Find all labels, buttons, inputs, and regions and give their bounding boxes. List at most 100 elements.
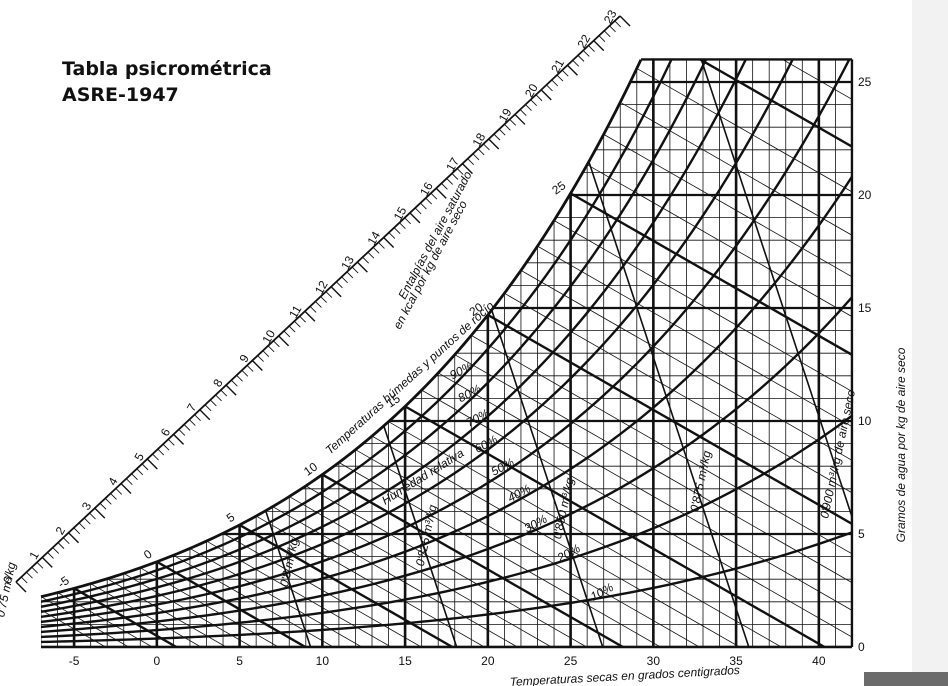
enthalpy-minor-tick bbox=[519, 109, 527, 116]
enthalpy-minor-tick bbox=[588, 45, 595, 52]
enthalpy-tick-label: 12 bbox=[312, 278, 331, 297]
rh-curve-label: 40% bbox=[505, 481, 533, 505]
enthalpy-tick-label: 20 bbox=[522, 81, 541, 100]
enthalpy-minor-tick bbox=[47, 552, 54, 559]
rh-curve bbox=[41, 59, 754, 614]
y-tick-label: 25 bbox=[858, 75, 872, 89]
enthalpy-tick bbox=[173, 433, 185, 445]
saturation-temp-label: 5 bbox=[224, 510, 238, 525]
enthalpy-tick bbox=[566, 64, 578, 76]
saturation-title: Temperaturas húmedas y puntos de rocío bbox=[323, 298, 497, 457]
enthalpy-minor-tick bbox=[582, 50, 590, 57]
y-axis-title: Gramos de agua por kg de aire seco bbox=[894, 347, 908, 542]
saturation-temp-label: 25 bbox=[549, 178, 568, 197]
saturation-line bbox=[40, 59, 643, 599]
enthalpy-tick-label: 15 bbox=[391, 204, 410, 223]
rh-curve bbox=[41, 296, 852, 634]
enthalpy-minor-tick bbox=[362, 256, 369, 264]
enthalpy-tick-label: 19 bbox=[496, 106, 515, 125]
wetbulb-line bbox=[321, 473, 624, 647]
enthalpy-tick bbox=[225, 384, 237, 396]
enthalpy-minor-tick bbox=[257, 355, 264, 362]
enthalpy-minor-tick bbox=[267, 345, 275, 353]
enthalpy-tick-label: 23 bbox=[601, 7, 620, 26]
rh-curve-label: 50% bbox=[489, 455, 517, 479]
wetbulb-line bbox=[603, 133, 852, 647]
enthalpy-minor-tick bbox=[598, 35, 606, 43]
enthalpy-minor-tick bbox=[446, 178, 453, 185]
enthalpy-minor-tick bbox=[78, 522, 86, 530]
enthalpy-tick bbox=[619, 15, 631, 27]
wetbulb-line bbox=[371, 435, 740, 647]
enthalpy-tick bbox=[94, 507, 106, 519]
wetbulb-line bbox=[404, 405, 826, 647]
enthalpy-axis bbox=[15, 15, 621, 583]
enthalpy-minor-tick bbox=[320, 296, 327, 303]
y-tick-label: 10 bbox=[858, 414, 872, 428]
enthalpy-minor-tick bbox=[299, 315, 306, 323]
wetbulb-line bbox=[388, 421, 782, 647]
enthalpy-tick bbox=[146, 458, 158, 470]
wetbulb-line bbox=[520, 270, 852, 647]
enthalpy-minor-tick bbox=[556, 74, 564, 82]
y-tick-label: 20 bbox=[858, 188, 872, 202]
enthalpy-minor-tick bbox=[378, 242, 385, 249]
wetbulb-line bbox=[338, 462, 661, 647]
enthalpy-minor-tick bbox=[194, 414, 201, 421]
enthalpy-minor-tick bbox=[167, 438, 175, 446]
enthalpy-minor-tick bbox=[31, 566, 39, 574]
enthalpy-tick-label: 22 bbox=[575, 32, 594, 51]
enthalpy-minor-tick bbox=[603, 30, 611, 38]
wetbulb-line bbox=[421, 389, 852, 647]
volume-label: 0'75 m³/kg bbox=[0, 561, 19, 619]
rh-curve bbox=[41, 59, 804, 619]
enthalpy-minor-tick bbox=[551, 79, 559, 87]
x-tick-label: 40 bbox=[812, 654, 826, 668]
enthalpy-tick bbox=[278, 335, 290, 347]
enthalpy-minor-tick bbox=[404, 217, 411, 225]
enthalpy-tick bbox=[251, 360, 263, 372]
enthalpy-minor-tick bbox=[525, 104, 532, 111]
x-axis-title: Temperaturas secas en grados centigrados bbox=[509, 663, 740, 686]
enthalpy-minor-tick bbox=[367, 251, 375, 259]
volume-label: 0'825 m³/kg bbox=[413, 503, 440, 567]
enthalpy-minor-tick bbox=[504, 123, 511, 131]
enthalpy-minor-tick bbox=[73, 527, 81, 535]
x-tick-label: 5 bbox=[236, 654, 243, 668]
x-tick-label: 25 bbox=[564, 654, 578, 668]
enthalpy-tick bbox=[330, 286, 342, 298]
enthalpy-minor-tick bbox=[467, 158, 475, 166]
enthalpy-tick-label: 10 bbox=[259, 327, 278, 346]
enthalpy-minor-tick bbox=[441, 183, 448, 190]
enthalpy-minor-tick bbox=[414, 207, 422, 215]
enthalpy-minor-tick bbox=[577, 55, 585, 62]
enthalpy-minor-tick bbox=[241, 370, 249, 377]
wetbulb-line bbox=[620, 101, 852, 647]
enthalpy-tick-label: 17 bbox=[443, 155, 462, 174]
enthalpy-minor-tick bbox=[273, 340, 280, 348]
x-tick-label: -5 bbox=[69, 654, 80, 668]
enthalpy-tick bbox=[461, 163, 473, 175]
x-tick-label: 20 bbox=[481, 654, 495, 668]
enthalpy-minor-tick bbox=[309, 306, 317, 313]
enthalpy-tick bbox=[540, 89, 552, 101]
volume-line bbox=[0, 59, 18, 647]
enthalpy-minor-tick bbox=[220, 389, 228, 397]
rh-curve-label: 30% bbox=[522, 512, 550, 536]
saturation-temp-label: 0 bbox=[141, 547, 155, 562]
wetbulb-line bbox=[652, 59, 852, 647]
enthalpy-minor-tick bbox=[189, 419, 196, 426]
rh-curve bbox=[41, 59, 852, 624]
enthalpy-minor-tick bbox=[36, 561, 44, 569]
enthalpy-minor-tick bbox=[125, 478, 133, 485]
enthalpy-tick bbox=[15, 581, 27, 593]
enthalpy-tick bbox=[41, 556, 53, 568]
enthalpy-minor-tick bbox=[561, 69, 569, 77]
enthalpy-minor-tick bbox=[493, 133, 501, 141]
wetbulb-line bbox=[454, 354, 852, 647]
enthalpy-tick bbox=[409, 212, 421, 224]
x-tick-label: 30 bbox=[647, 654, 661, 668]
x-tick-label: 35 bbox=[729, 654, 743, 668]
enthalpy-minor-tick bbox=[104, 498, 112, 505]
wetbulb-line bbox=[272, 506, 518, 647]
